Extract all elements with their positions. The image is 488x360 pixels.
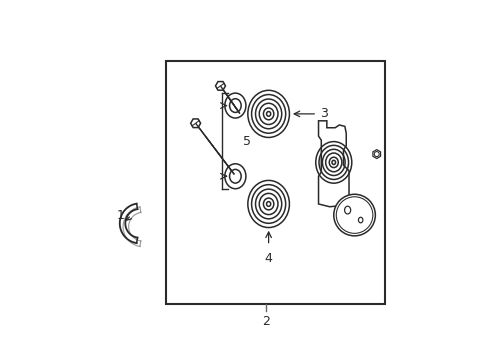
- Bar: [166, 61, 384, 304]
- Text: 2: 2: [262, 315, 269, 328]
- Text: 1: 1: [116, 208, 124, 221]
- Text: 5: 5: [242, 135, 250, 148]
- Text: 3: 3: [319, 107, 327, 120]
- Text: 4: 4: [264, 252, 272, 265]
- Polygon shape: [318, 121, 348, 207]
- Circle shape: [333, 194, 375, 236]
